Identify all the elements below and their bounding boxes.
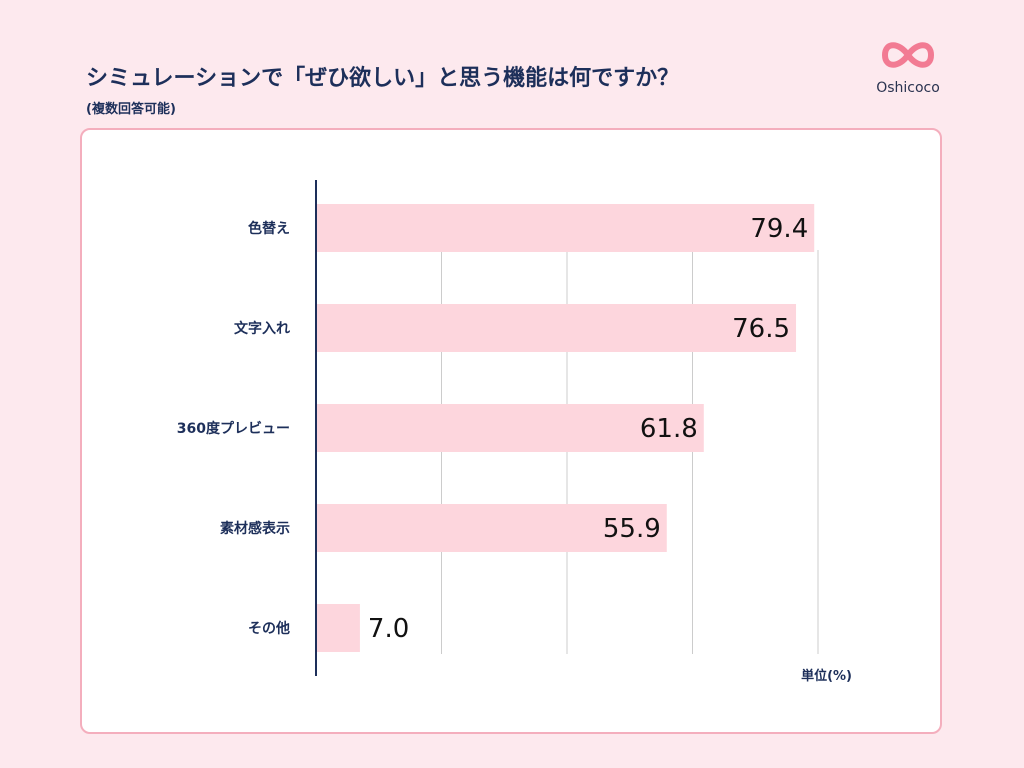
bar-chart: 色替え 79.4 文字入れ 76.5 360度プレビュー 61.8 素材感表示 55.9 その他… xyxy=(177,180,852,684)
page-subtitle: (複数回答可能) xyxy=(86,102,176,117)
category-label: 360度プレビュー xyxy=(177,420,290,437)
bar xyxy=(316,204,815,252)
value-label: 76.5 xyxy=(732,314,790,344)
value-label: 61.8 xyxy=(640,414,698,444)
value-label: 7.0 xyxy=(368,614,409,644)
bar xyxy=(316,404,704,452)
value-label: 79.4 xyxy=(750,214,808,244)
logo-text: Oshicoco xyxy=(876,80,940,96)
category-label: 色替え xyxy=(248,220,290,237)
bar xyxy=(316,604,360,652)
infinity-heart-icon xyxy=(881,42,935,68)
brand-logo: Oshicoco xyxy=(872,36,944,96)
bar xyxy=(316,504,667,552)
page-title: シミュレーションで「ぜひ欲しい」と思う機能は何ですか？ xyxy=(86,66,680,91)
unit-label: 単位(%) xyxy=(801,668,852,684)
category-label: その他 xyxy=(248,620,290,637)
value-label: 55.9 xyxy=(603,514,661,544)
bar xyxy=(316,304,797,352)
category-label: 文字入れ xyxy=(234,320,290,337)
chart-card: 色替え 79.4 文字入れ 76.5 360度プレビュー 61.8 素材感表示 55.9 その他… xyxy=(80,128,942,734)
category-label: 素材感表示 xyxy=(220,520,290,537)
